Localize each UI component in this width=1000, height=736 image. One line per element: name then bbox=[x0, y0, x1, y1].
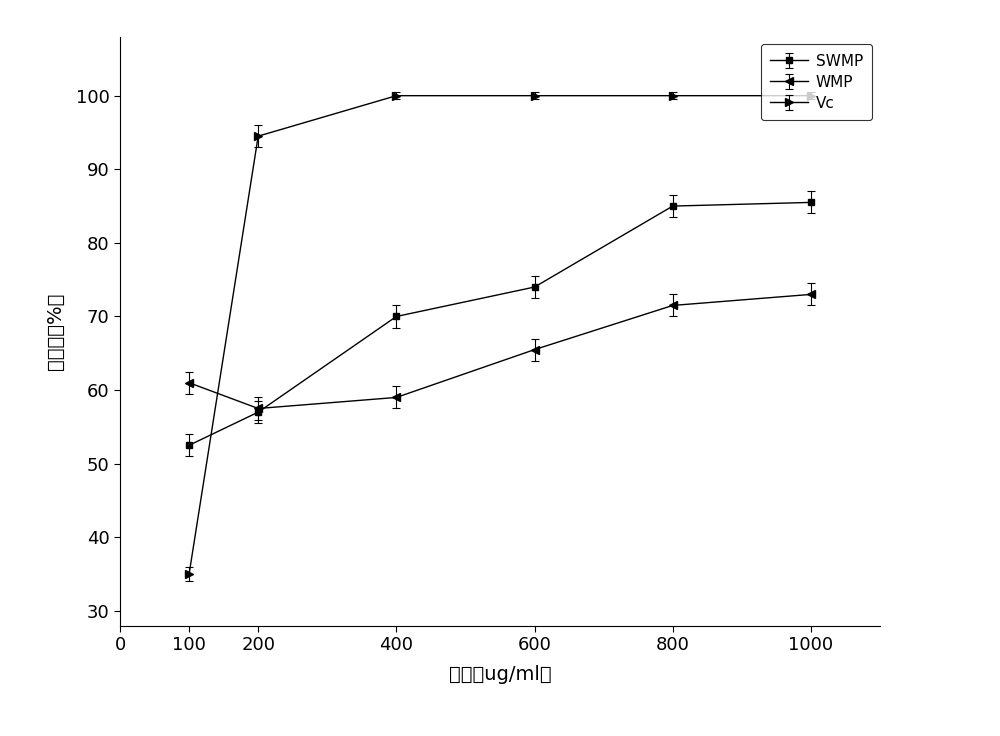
Y-axis label: 清除率（%）: 清除率（%） bbox=[46, 292, 65, 370]
X-axis label: 浓度（ug/ml）: 浓度（ug/ml） bbox=[449, 665, 551, 684]
Legend: SWMP, WMP, Vc: SWMP, WMP, Vc bbox=[761, 44, 872, 120]
